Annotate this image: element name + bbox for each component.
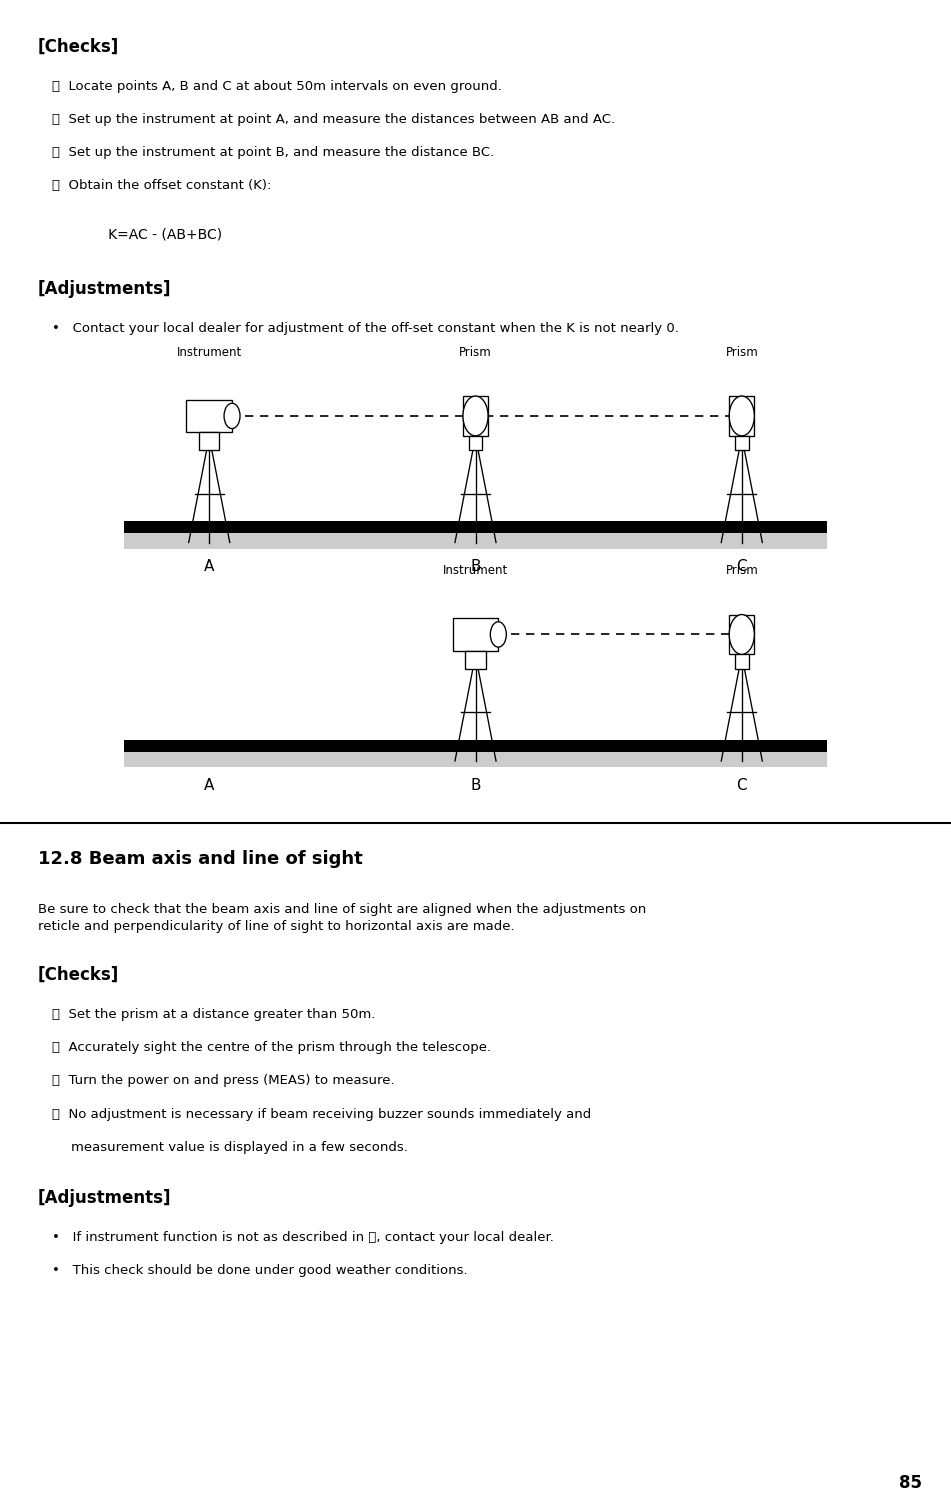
Text: •   This check should be done under good weather conditions.: • This check should be done under good w…: [52, 1264, 468, 1278]
Text: [Adjustments]: [Adjustments]: [38, 280, 171, 298]
Circle shape: [491, 622, 506, 647]
Text: 85: 85: [900, 1474, 922, 1492]
Text: 12.8 Beam axis and line of sight: 12.8 Beam axis and line of sight: [38, 850, 362, 868]
Text: •   If instrument function is not as described in 〇, contact your local dealer.: • If instrument function is not as descr…: [52, 1231, 554, 1245]
Circle shape: [729, 615, 754, 654]
Circle shape: [729, 396, 754, 436]
Text: Prism: Prism: [726, 564, 758, 577]
Text: [Checks]: [Checks]: [38, 966, 119, 984]
Bar: [465, 651, 486, 669]
Text: A: A: [204, 559, 214, 574]
Text: C: C: [736, 778, 747, 793]
Circle shape: [224, 404, 240, 428]
Bar: [199, 433, 220, 451]
Bar: [124, 521, 827, 533]
Text: 〇  Locate points A, B and C at about 50m intervals on even ground.: 〇 Locate points A, B and C at about 50m …: [52, 80, 502, 93]
Bar: [735, 436, 748, 451]
Text: Instrument: Instrument: [443, 564, 508, 577]
Bar: [729, 615, 754, 654]
Text: B: B: [470, 559, 481, 574]
Text: Prism: Prism: [459, 345, 492, 359]
Bar: [463, 396, 488, 436]
Bar: [469, 436, 482, 451]
Text: Instrument: Instrument: [177, 345, 242, 359]
Text: C: C: [736, 559, 747, 574]
Text: 〇  Obtain the offset constant (K):: 〇 Obtain the offset constant (K):: [52, 179, 272, 193]
Text: Prism: Prism: [726, 345, 758, 359]
Text: K=AC - (AB+BC): K=AC - (AB+BC): [95, 228, 223, 241]
Text: 〇  Set up the instrument at point A, and measure the distances between AB and AC: 〇 Set up the instrument at point A, and …: [52, 113, 615, 127]
Bar: [124, 533, 827, 549]
Text: [Checks]: [Checks]: [38, 38, 119, 56]
Text: 〇  Set up the instrument at point B, and measure the distance BC.: 〇 Set up the instrument at point B, and …: [52, 146, 495, 160]
Text: 〇  No adjustment is necessary if beam receiving buzzer sounds immediately and: 〇 No adjustment is necessary if beam rec…: [52, 1108, 592, 1121]
Text: 〇  Set the prism at a distance greater than 50m.: 〇 Set the prism at a distance greater th…: [52, 1008, 376, 1022]
Bar: [124, 752, 827, 767]
Text: [Adjustments]: [Adjustments]: [38, 1189, 171, 1207]
Bar: [453, 618, 498, 651]
Circle shape: [463, 396, 488, 436]
Text: B: B: [470, 778, 481, 793]
Bar: [729, 396, 754, 436]
Text: •   Contact your local dealer for adjustment of the off-set constant when the K : • Contact your local dealer for adjustme…: [52, 322, 679, 336]
Text: measurement value is displayed in a few seconds.: measurement value is displayed in a few …: [71, 1141, 408, 1154]
Text: A: A: [204, 778, 214, 793]
Bar: [124, 740, 827, 752]
Text: 〇  Accurately sight the centre of the prism through the telescope.: 〇 Accurately sight the centre of the pri…: [52, 1041, 492, 1055]
Text: Be sure to check that the beam axis and line of sight are aligned when the adjus: Be sure to check that the beam axis and …: [38, 903, 647, 933]
Text: 〇  Turn the power on and press (MEAS) to measure.: 〇 Turn the power on and press (MEAS) to …: [52, 1074, 395, 1088]
Bar: [735, 654, 748, 669]
Bar: [186, 399, 232, 433]
